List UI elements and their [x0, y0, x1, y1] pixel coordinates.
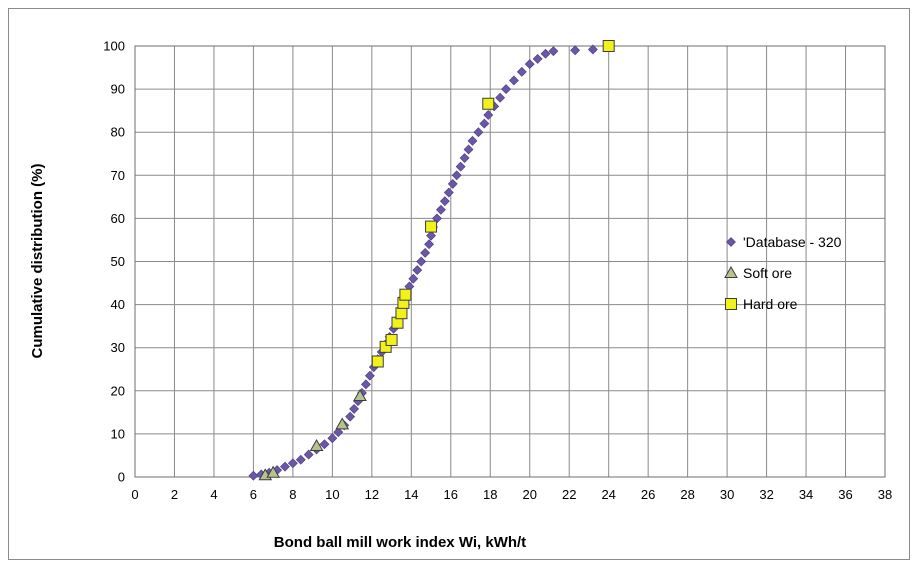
- x-tick-label: 4: [210, 487, 217, 502]
- diamond-data-point: [524, 59, 535, 70]
- diamond-data-point: [280, 461, 290, 472]
- diamond-data-point: [416, 256, 427, 267]
- x-tick-label: 16: [444, 487, 458, 502]
- plot-area-border: [134, 45, 886, 478]
- triangle-data-point: [309, 438, 324, 451]
- diamond-data-point: [303, 449, 314, 460]
- y-tick-label: 90: [111, 82, 125, 97]
- square-data-point: [602, 40, 615, 52]
- legend: 'Database - 320 Soft ore Hard ore: [724, 234, 842, 312]
- diamond-data-point: [455, 161, 466, 172]
- diamond-data-point: [360, 379, 371, 390]
- diamond-data-point: [333, 427, 344, 438]
- diamond-data-point: [295, 454, 306, 465]
- diamond-data-point: [459, 153, 470, 163]
- y-tick-label: 30: [111, 340, 125, 355]
- diamond-data-point: [327, 433, 338, 444]
- legend-label: Hard ore: [743, 296, 798, 312]
- diamond-data-point: [248, 470, 259, 481]
- diamond-data-point: [420, 247, 431, 258]
- square-data-point: [425, 220, 438, 233]
- diamond-data-point: [463, 144, 474, 155]
- diamond-data-point: [495, 92, 506, 103]
- y-tick-label: 0: [118, 470, 125, 485]
- square-data-point: [385, 333, 398, 346]
- triangle-data-point: [335, 417, 350, 430]
- x-tick-label: 26: [641, 487, 655, 502]
- square-data-point: [371, 355, 384, 368]
- diamond-data-point: [570, 45, 581, 56]
- diamond-data-point: [424, 239, 435, 250]
- x-tick-label: 2: [171, 487, 178, 502]
- diamond-data-point: [548, 46, 559, 57]
- y-tick-label: 40: [111, 297, 125, 312]
- x-tick-label: 34: [799, 487, 813, 502]
- y-tick-label: 80: [111, 125, 125, 140]
- x-tick-label: 30: [720, 487, 734, 502]
- scatter-chart: 0 2 4 6 8 10 12 14 16 18 20 22 24 26 28 30 32 34 36 3801020…: [29, 39, 892, 552]
- x-tick-label: 36: [838, 487, 852, 502]
- x-axis-title: Bond ball mill work index Wi, kWh/t: [274, 534, 526, 551]
- diamond-data-point: [451, 170, 462, 181]
- chart-frame: 0 2 4 6 8 10 12 14 16 18 20 22 24 26 28 30 32 34 36 38 0 10 20…: [8, 8, 910, 560]
- x-tick-label: 12: [365, 487, 379, 502]
- diamond-data-point: [532, 54, 543, 64]
- diamond-data-point: [426, 230, 436, 241]
- x-tick-label: 8: [289, 487, 296, 502]
- diamond-data-point: [319, 439, 330, 450]
- x-tick-label: 32: [759, 487, 773, 502]
- legend-diamond-marker: [726, 237, 736, 247]
- x-tick-label: 38: [878, 487, 892, 502]
- diamond-data-point: [501, 84, 511, 95]
- diamond-data-point: [364, 370, 375, 381]
- diamond-data-point: [483, 110, 494, 120]
- legend-label: Soft ore: [743, 265, 792, 281]
- diamond-data-point: [479, 118, 490, 129]
- y-tick-label: 100: [103, 39, 125, 54]
- diamond-data-point: [345, 411, 356, 422]
- diamond-data-point: [287, 458, 298, 469]
- legend-triangle-marker: [724, 265, 738, 278]
- legend-label: 'Database - 320: [743, 234, 842, 250]
- y-tick-label: 60: [111, 211, 125, 226]
- diamond-data-point: [467, 135, 478, 146]
- y-tick-label: 20: [111, 383, 125, 398]
- diamond-data-point: [408, 273, 419, 284]
- square-data-point: [399, 288, 412, 301]
- x-tick-label: 10: [325, 487, 339, 502]
- x-tick-label: 24: [601, 487, 615, 502]
- diamond-data-point: [509, 75, 519, 86]
- diamond-data-point: [587, 44, 598, 55]
- y-axis-title: Cumulative distribution (%): [29, 163, 46, 358]
- triangle-data-point: [266, 465, 281, 478]
- x-tick-label: 0: [131, 487, 138, 502]
- diamond-data-point: [516, 66, 527, 77]
- y-tick-label: 50: [111, 254, 125, 269]
- diamond-data-point: [473, 127, 484, 138]
- y-tick-label: 70: [111, 168, 125, 183]
- x-tick-label: 28: [680, 487, 694, 502]
- legend-square-marker: [725, 298, 737, 310]
- tick-labels: 0 2 4 6 8 10 12 14 16 18 20 22 24 26 28 30 32 34 36 3801020…: [103, 39, 892, 503]
- x-tick-label: 18: [483, 487, 497, 502]
- grid: [134, 45, 886, 478]
- diamond-data-point: [349, 403, 360, 414]
- square-data-point: [395, 307, 408, 320]
- diamond-data-point: [447, 178, 458, 189]
- x-tick-label: 20: [523, 487, 537, 502]
- diamond-data-point: [540, 48, 551, 59]
- x-tick-label: 22: [562, 487, 576, 502]
- square-data-point: [482, 97, 495, 110]
- y-tick-label: 10: [111, 426, 125, 441]
- data-points: [248, 40, 615, 481]
- diamond-data-point: [439, 196, 450, 207]
- diamond-data-point: [435, 204, 446, 215]
- x-tick-label: 14: [404, 487, 418, 502]
- diamond-data-point: [443, 187, 454, 198]
- diamond-data-point: [412, 265, 423, 276]
- triangle-data-point: [353, 388, 367, 401]
- x-tick-label: 6: [250, 487, 257, 502]
